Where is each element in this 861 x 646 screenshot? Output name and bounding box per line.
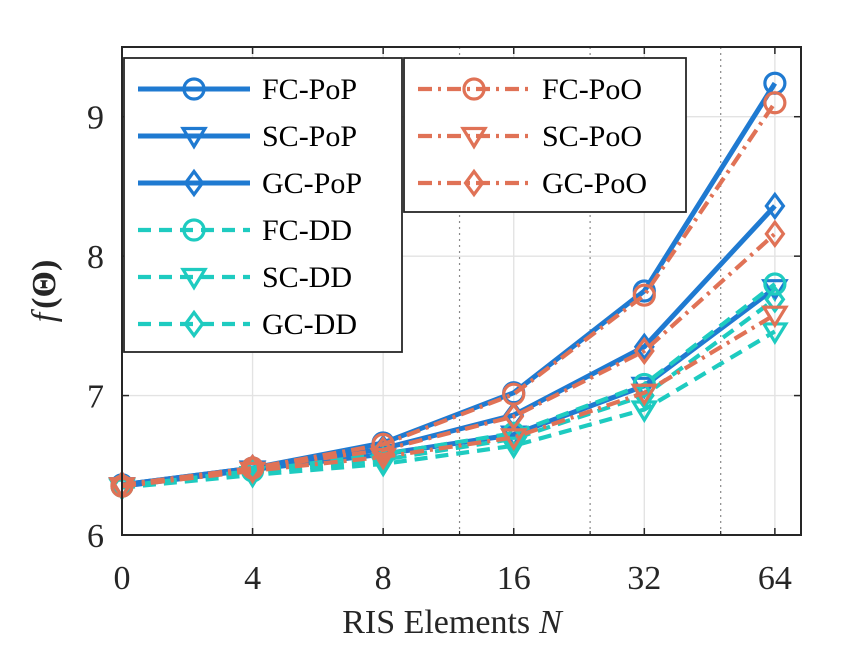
- legend-marker: [180, 267, 208, 291]
- data-point-sc-pop: [761, 279, 789, 302]
- legend-marker: [183, 168, 205, 198]
- series-lines: [108, 71, 789, 502]
- legend-label: SC-PoP: [262, 120, 357, 153]
- data-point-gc-poo: [242, 453, 264, 483]
- data-point-fc-poo: [371, 432, 395, 456]
- data-point-gc-poo: [503, 402, 525, 431]
- data-point-fc-poo: [763, 91, 787, 115]
- legend-marker: [180, 126, 208, 150]
- data-point-gc-poo: [764, 219, 786, 249]
- data-point-gc-dd: [764, 285, 786, 314]
- legend-label: FC-PoO: [542, 73, 642, 106]
- data-point-gc-pop: [764, 191, 786, 221]
- y-tick-label: 9: [87, 100, 104, 137]
- legend-marker: [183, 309, 205, 339]
- legend-marker: [182, 218, 206, 242]
- data-point-gc-poo: [372, 435, 394, 465]
- y-tick-label: 7: [87, 379, 104, 416]
- x-axis-label-var: N: [538, 604, 564, 641]
- legend-label: FC-PoP: [262, 73, 357, 106]
- y-tick-label: 6: [87, 518, 104, 555]
- legend-marker: [463, 168, 485, 198]
- data-point-fc-poo: [632, 283, 656, 307]
- legend-box-left: FC-PoP SC-PoP GC-PoP FC-DD SC-DD GC-DD: [123, 57, 403, 353]
- x-tick-label: 0: [114, 560, 131, 597]
- data-point-gc-pop: [633, 332, 655, 361]
- legend-label: GC-DD: [262, 308, 357, 341]
- series-line-gc-poo: [121, 232, 777, 487]
- x-axis-label: RIS Elements N: [342, 604, 564, 641]
- series-line-sc-dd: [121, 329, 776, 490]
- series-gc-poo: [111, 219, 786, 499]
- legend-label: SC-DD: [262, 261, 352, 294]
- legend-label: GC-PoO: [542, 167, 647, 200]
- legend-label: SC-PoO: [542, 120, 642, 153]
- legend-label: FC-DD: [262, 214, 352, 247]
- data-point-sc-dd: [499, 436, 528, 460]
- series-line-sc-poo: [121, 312, 776, 489]
- x-tick-label: 64: [758, 560, 792, 597]
- x-tick-label: 16: [497, 560, 531, 597]
- y-axis-label-func: f: [26, 308, 63, 322]
- data-point-sc-poo: [761, 305, 789, 329]
- legend-marker: [462, 77, 486, 101]
- legend-frame: [123, 57, 403, 353]
- data-point-fc-dd: [763, 272, 787, 296]
- y-axis-label: f(Θ): [26, 260, 63, 323]
- data-point-sc-poo: [630, 383, 659, 407]
- data-point-gc-poo: [633, 336, 655, 366]
- legend: FC-PoP SC-PoP GC-PoP FC-DD SC-DD GC-DD FC-PoO S…: [123, 57, 687, 353]
- x-tick-label: 32: [627, 560, 661, 597]
- axis-ticks: 0 4 8 16 32 64 6 7 8 9: [87, 47, 801, 597]
- legend-box-right: FC-PoO SC-PoO GC-PoO: [403, 57, 687, 213]
- legend-label: GC-PoP: [262, 167, 362, 200]
- x-tick-label: 8: [375, 560, 392, 597]
- y-tick-label: 8: [87, 239, 104, 276]
- x-tick-label: 4: [244, 560, 261, 597]
- y-axis-label-arg: (Θ): [26, 260, 63, 309]
- plot-frame: [121, 46, 802, 536]
- legend-marker: [460, 126, 488, 150]
- legend-marker: [182, 77, 206, 101]
- x-axis-label-text: RIS Elements: [342, 604, 530, 641]
